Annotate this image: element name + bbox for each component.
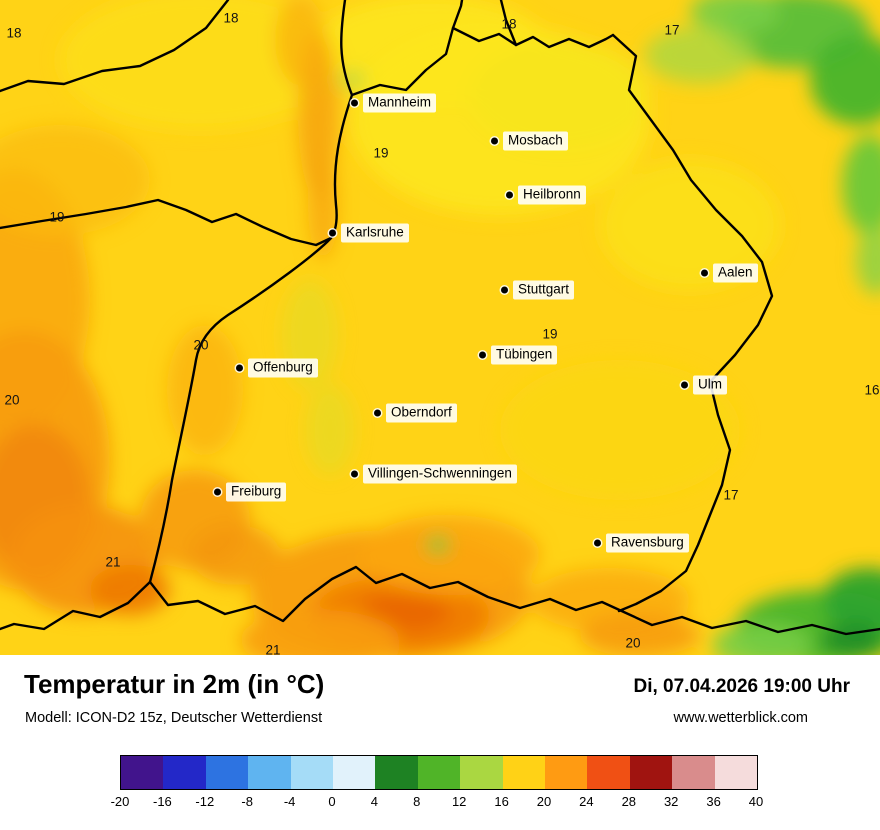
- color-scale-tick-label: -20: [110, 794, 130, 809]
- color-scale-cell: [205, 756, 249, 789]
- color-scale-tick-label: 36: [706, 794, 721, 809]
- color-scale-tick-label: 12: [451, 794, 467, 809]
- state-borders: [0, 0, 880, 636]
- color-scale-tick-label: 28: [621, 794, 637, 809]
- temperature-field-svg: [0, 0, 880, 655]
- color-scale-tick-label: -8: [241, 794, 253, 809]
- color-scale-cell: [714, 756, 758, 789]
- color-scale-tick-label: 32: [663, 794, 679, 809]
- color-scale-cell: [502, 756, 546, 789]
- color-scale-tick-label: -4: [283, 794, 296, 809]
- color-scale-cell: [672, 756, 715, 789]
- color-scale-cell: [587, 756, 630, 789]
- color-scale-cell: [163, 756, 206, 789]
- color-scale-cell: [290, 756, 334, 789]
- datetime-label: Di, 07.04.2026 19:00 Uhr: [633, 676, 850, 697]
- color-scale-tick-label: 0: [328, 794, 336, 809]
- color-scale: -20 -16 -12 -8 -4 0 4 8 12 16 20 24 28 32 36 40: [111, 755, 764, 814]
- temp-field-blobs: [0, 0, 880, 655]
- color-scale-bar: [120, 755, 758, 790]
- color-scale-tick-label: 20: [536, 794, 552, 809]
- color-scale-tick-label: 8: [413, 794, 421, 809]
- color-scale-cell: [545, 756, 588, 789]
- website-label: www.wetterblick.com: [673, 710, 808, 726]
- footer: Temperatur in 2m (in °C) Di, 07.04.2026 …: [0, 655, 880, 830]
- color-scale-cell: [333, 756, 376, 789]
- color-scale-cell: [460, 756, 503, 789]
- model-info: Modell: ICON-D2 15z, Deutscher Wetterdie…: [25, 710, 323, 726]
- color-scale-ticks: -20 -16 -12 -8 -4 0 4 8 12 16 20 24 28 32 36 40: [111, 794, 764, 814]
- page-title: Temperatur in 2m (in °C): [24, 669, 325, 699]
- color-scale-tick-label: -16: [152, 794, 172, 809]
- color-scale-tick-label: 24: [579, 794, 594, 809]
- color-scale-tick-label: -12: [195, 794, 215, 809]
- color-scale-tick-label: 40: [748, 794, 764, 809]
- color-scale-tick-label: 4: [370, 794, 379, 809]
- color-scale-cell: [629, 756, 673, 789]
- temperature-map: Mannheim Mosbach Heilbronn Karlsruhe Aalen St…: [0, 0, 880, 658]
- color-scale-cell: [375, 756, 418, 789]
- color-scale-cell: [248, 756, 291, 789]
- color-scale-cell: [121, 756, 164, 789]
- color-scale-cell: [417, 756, 461, 789]
- color-scale-tick-label: 16: [494, 794, 509, 809]
